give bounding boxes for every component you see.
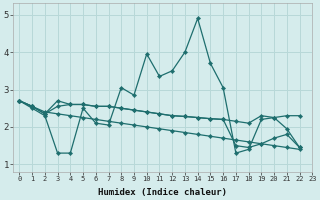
X-axis label: Humidex (Indice chaleur): Humidex (Indice chaleur) (98, 188, 227, 197)
